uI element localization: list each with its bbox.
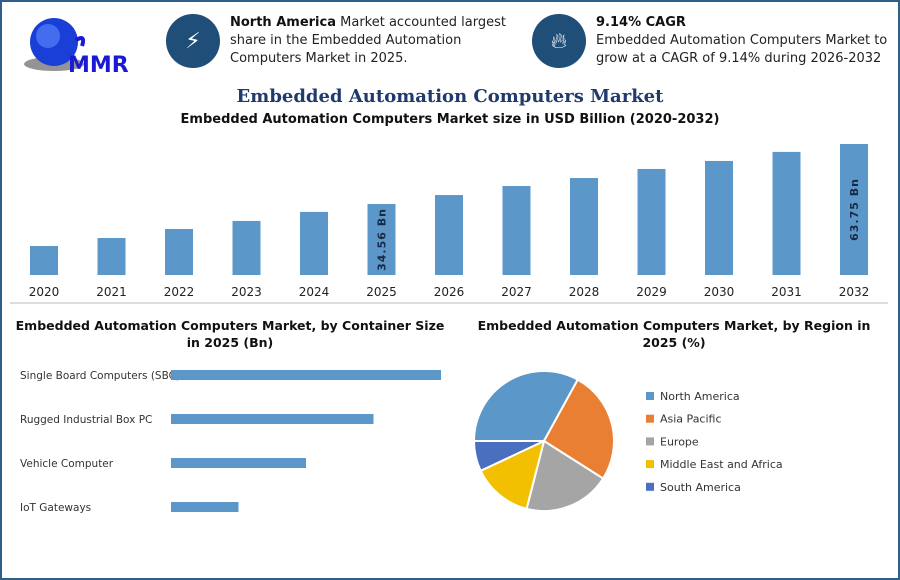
x-tick-label: 2025 <box>366 285 397 299</box>
bar-2023 <box>232 220 261 275</box>
bar-2022 <box>165 228 193 275</box>
legend-label: South America <box>660 481 741 494</box>
legend-label: Asia Pacific <box>660 413 722 426</box>
data-label: 63.75 Bn <box>848 178 861 241</box>
pie-slice-3 <box>479 439 546 511</box>
pie-slice-1 <box>542 378 615 480</box>
bar-2030 <box>705 160 733 275</box>
category-label: IoT Gateways <box>20 502 91 514</box>
pie-slice-2 <box>525 439 605 512</box>
x-tick-label: 2027 <box>501 285 532 299</box>
x-tick-label: 2030 <box>704 285 735 299</box>
bar-2025 <box>367 203 396 275</box>
x-tick-label: 2023 <box>231 285 262 299</box>
x-tick-label: 2026 <box>434 285 465 299</box>
hbar-0 <box>171 370 441 380</box>
x-tick-label: 2022 <box>164 285 195 299</box>
card1-bold: North America <box>230 15 336 30</box>
card-region: ⚡ North America Market accounted largest… <box>166 14 506 68</box>
flame-icon: 🔥︎ <box>532 14 586 68</box>
logo-text: MMR <box>68 53 129 76</box>
card2-text: Embedded Automation Computers Market to … <box>596 33 888 66</box>
bar-2021 <box>97 238 126 275</box>
x-tick-label: 2021 <box>96 285 127 299</box>
hbar-3 <box>171 502 239 512</box>
x-tick-label: 2024 <box>299 285 330 299</box>
hbar-1 <box>171 414 374 424</box>
legend-swatch <box>646 414 654 423</box>
x-tick-label: 2031 <box>771 285 802 299</box>
hbar-2 <box>171 458 306 468</box>
bar-2027 <box>502 186 531 275</box>
bar-2024 <box>300 211 328 275</box>
hbar-chart: Single Board Computers (SBC) Rugged Indus… <box>20 370 441 514</box>
card2-bold: 9.14% CAGR <box>596 15 686 30</box>
data-label: 34.56 Bn <box>376 208 389 271</box>
lightning-icon: ⚡ <box>166 14 220 68</box>
category-label: Vehicle Computer <box>20 458 114 470</box>
legend-label: Europe <box>660 435 699 448</box>
legend-swatch <box>646 392 654 400</box>
x-tick-label: 2020 <box>29 285 60 299</box>
legend-swatch <box>646 460 654 469</box>
pie-chart: North America Asia Pacific Europe Middle Ea… <box>472 370 783 512</box>
legend-swatch <box>646 437 654 446</box>
x-tick-label: 2028 <box>569 285 600 299</box>
x-tick-label: 2032 <box>839 285 870 299</box>
pie-title: Embedded Automation Computers Market, by… <box>477 318 871 350</box>
pie-slice-0 <box>472 370 580 442</box>
bar-2028 <box>570 178 598 275</box>
category-label: Single Board Computers (SBC) <box>20 370 180 382</box>
bar-2026 <box>435 195 463 275</box>
bar-chart: 2020 2021 2022 2023 2024 2025 34.56 Bn 2026 2027… <box>10 144 888 304</box>
x-tick-label: 2029 <box>636 285 667 299</box>
page-title: Embedded Automation Computers Market <box>236 86 664 107</box>
mmr-logo: MMR <box>24 18 129 76</box>
bar-2032 <box>840 144 868 275</box>
legend-label: Middle East and Africa <box>660 458 783 471</box>
legend-swatch <box>646 482 654 491</box>
card1-text: Market accounted largest share in the Em… <box>230 15 506 66</box>
category-label: Rugged Industrial Box PC <box>20 414 152 426</box>
hbar-title: Embedded Automation Computers Market, by… <box>15 318 445 350</box>
pie-slice-4 <box>472 440 545 473</box>
bar-chart-title: Embedded Automation Computers Market siz… <box>180 112 720 127</box>
bar-2031 <box>772 151 801 275</box>
card-cagr: 🔥︎ 9.14% CAGR Embedded Automation Compute… <box>532 14 892 68</box>
bar-2020 <box>30 246 58 275</box>
bar-2029 <box>637 168 666 275</box>
legend-label: North America <box>660 390 740 403</box>
